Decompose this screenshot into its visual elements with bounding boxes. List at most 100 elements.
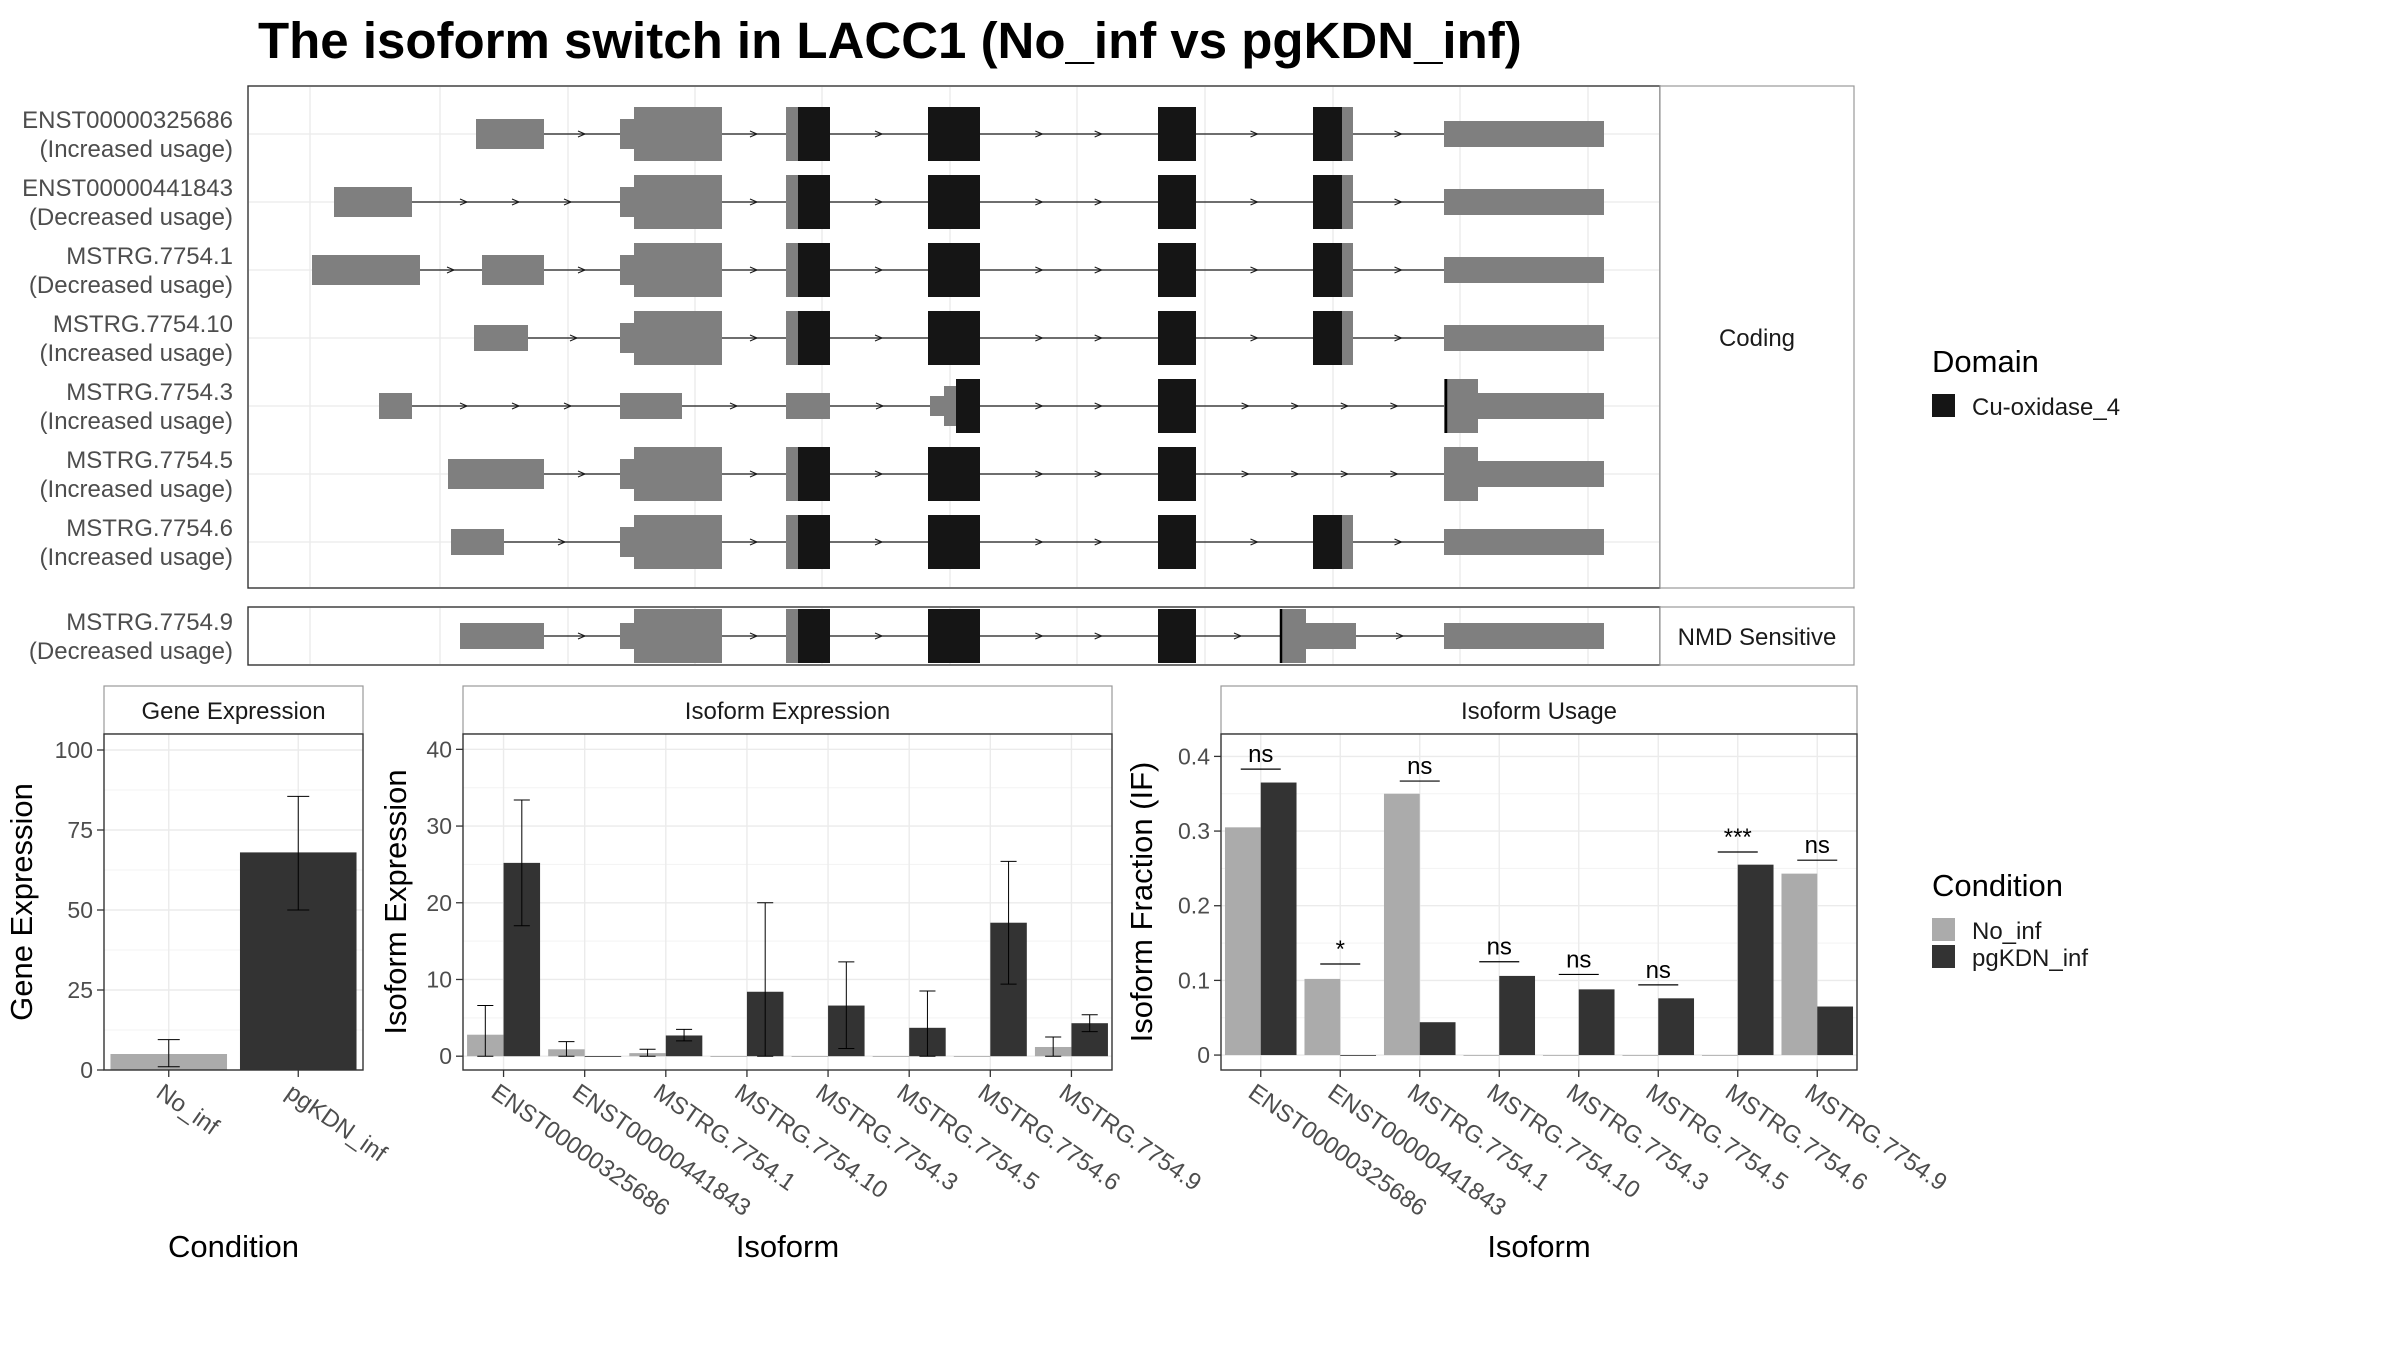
- exon-block: [620, 623, 634, 649]
- transcript-usage-label: (Increased usage): [40, 340, 233, 367]
- strand-arrow: [874, 198, 884, 206]
- exon-block: [1444, 623, 1604, 649]
- transcript-id-label: MSTRG.7754.6: [66, 515, 233, 542]
- panel-title: Isoform Usage: [1461, 698, 1617, 725]
- x-tick-label: No_inf: [151, 1079, 224, 1141]
- exon-block: [1342, 107, 1353, 161]
- strand-arrow: [1241, 402, 1250, 410]
- bar: [1224, 827, 1261, 1056]
- domain-block: [956, 379, 980, 433]
- isoform-usage-chart: Isoform Usage ns * ns ns ns ns *** ns 0 0.1 0.2 0.3 0…: [1124, 685, 1952, 1264]
- exon-block: [1444, 447, 1478, 501]
- domain-block: [928, 175, 980, 229]
- strand-arrow: [1250, 334, 1259, 342]
- exon-block: [634, 243, 722, 297]
- bar: [584, 1056, 622, 1057]
- significance-label: ***: [1724, 824, 1752, 851]
- nmd-strip-label: NMD Sensitive: [1678, 624, 1837, 651]
- transcript-usage-label: (Increased usage): [40, 476, 233, 503]
- panel-strip: [103, 685, 364, 735]
- transcript-id-label: MSTRG.7754.1: [66, 243, 233, 270]
- strand-arrow: [1094, 334, 1104, 342]
- y-tick-label: 0.2: [1178, 893, 1210, 919]
- exon-block: [312, 255, 420, 285]
- exon-block: [1444, 325, 1604, 351]
- domain-block: [798, 609, 830, 663]
- strand-arrow: [1290, 470, 1300, 478]
- domain-block: [1313, 175, 1342, 229]
- strand-arrow: [749, 334, 759, 342]
- transcript-tracks: [312, 107, 1604, 663]
- transcript-usage-label: (Increased usage): [40, 408, 233, 435]
- transcript-id-label: ENST00000441843: [22, 175, 233, 202]
- transcript-usage-label: (Decreased usage): [29, 204, 233, 231]
- domain-block: [1158, 243, 1196, 297]
- exon-block: [1444, 121, 1604, 147]
- strand-arrow: [749, 130, 759, 138]
- exon-block: [786, 243, 798, 297]
- strand-arrow: [577, 130, 587, 138]
- strand-arrow: [569, 334, 579, 342]
- exon-block: [1342, 243, 1353, 297]
- y-tick-label: 10: [426, 966, 452, 992]
- panel-border: [103, 733, 364, 1071]
- strand-arrow: [1035, 130, 1044, 138]
- significance-label: ns: [1407, 753, 1432, 780]
- domain-block: [798, 447, 830, 501]
- strand-arrow: [459, 402, 469, 410]
- domain-block: [928, 243, 980, 297]
- strand-arrow: [749, 266, 759, 274]
- exon-block: [1342, 311, 1353, 365]
- panel-title: Isoform Expression: [685, 698, 890, 725]
- domain-block: [1158, 175, 1196, 229]
- bar: [1578, 989, 1615, 1056]
- domain-legend: Domain Cu-oxidase_4: [1932, 344, 2120, 421]
- strand-arrow: [1250, 538, 1259, 546]
- bar: [1463, 1055, 1500, 1056]
- strand-arrow: [749, 470, 759, 478]
- exon-block: [786, 447, 798, 501]
- strand-arrow: [1250, 198, 1259, 206]
- bar: [1260, 782, 1297, 1056]
- y-axis-title: Isoform Expression: [378, 769, 413, 1034]
- domain-block: [928, 515, 980, 569]
- exon-block: [1478, 393, 1604, 419]
- exon-block: [634, 175, 722, 229]
- x-tick-label: MSTRG.7754.5: [892, 1079, 1044, 1197]
- strand-arrow: [1395, 632, 1405, 640]
- domain-block: [1158, 311, 1196, 365]
- bar: [1304, 978, 1341, 1056]
- transcript-usage-label: (Decreased usage): [29, 272, 233, 299]
- significance-label: ns: [1646, 957, 1671, 984]
- domain-block: [798, 107, 830, 161]
- strand-arrow: [577, 632, 587, 640]
- domain-block: [928, 609, 980, 663]
- strand-arrow: [459, 198, 469, 206]
- strand-arrow: [1094, 402, 1104, 410]
- y-tick-label: 40: [426, 736, 452, 762]
- exon-block: [1282, 609, 1306, 663]
- strand-arrow: [577, 266, 587, 274]
- strand-arrow: [1290, 402, 1300, 410]
- panel-border: [462, 733, 1113, 1071]
- y-tick-label: 0.4: [1178, 743, 1210, 769]
- nmd-strip: [1659, 606, 1855, 666]
- strand-arrow: [1390, 470, 1399, 478]
- y-tick-label: 0: [1197, 1042, 1210, 1068]
- strand-arrow: [1250, 266, 1259, 274]
- bar: [1737, 864, 1774, 1056]
- strand-arrow: [729, 402, 739, 410]
- coding-strip-label: Coding: [1719, 325, 1795, 352]
- transcript-id-label: ENST00000325686: [22, 107, 233, 134]
- exon-block: [1444, 379, 1478, 433]
- strand-arrow: [1241, 470, 1250, 478]
- strand-arrow: [1340, 470, 1350, 478]
- domain-block: [1158, 447, 1196, 501]
- exon-block: [786, 107, 798, 161]
- figure-title: The isoform switch in LACC1 (No_inf vs p…: [258, 12, 1522, 69]
- x-tick-label: MSTRG.7754.5: [1641, 1079, 1793, 1197]
- exon-block: [1342, 515, 1353, 569]
- bar: [1419, 1022, 1456, 1056]
- bar: [953, 1056, 991, 1057]
- transcript-track: [476, 107, 1604, 161]
